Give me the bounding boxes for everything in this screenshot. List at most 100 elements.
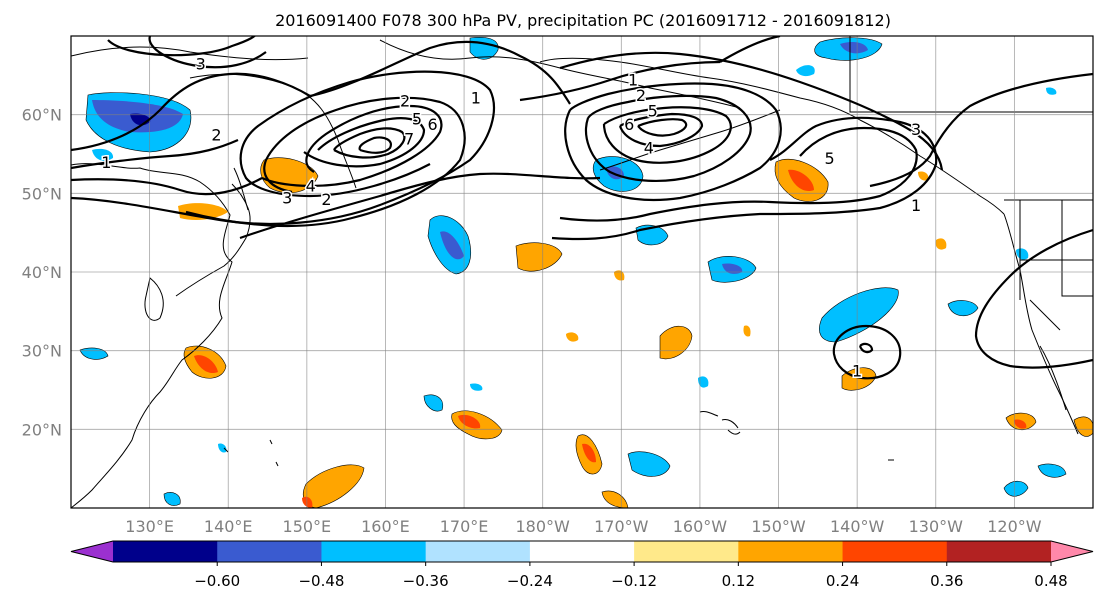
colorbar-tick-label: 0.36 [930,572,963,590]
pv-contour-label: 3 [196,55,206,74]
precip-blob [218,443,227,453]
colorbar-tick-label: 0.12 [722,572,755,590]
asia-coastline [71,163,233,508]
colorbar-tick-label: −0.24 [507,572,553,590]
pv-contour [358,136,392,154]
longitude-label: 130°E [125,517,174,536]
precip-blob [614,270,625,281]
latitude-label: 50°N [22,184,62,203]
colorbar-tick-label: −0.36 [403,572,449,590]
pv-contour-label: 2 [636,86,646,105]
colorbar-segment [529,541,635,562]
precip-blob [1073,416,1093,437]
precip-blob [935,238,947,250]
colorbar-segment [425,541,531,562]
pv-contour-label: 1 [471,88,481,107]
precip-blob [458,414,481,429]
precip-blob [1016,248,1029,260]
precip-blob [1003,480,1029,497]
pv-contour-label: 1 [101,153,111,172]
precip-blob [92,148,114,161]
map-frame [70,35,1094,509]
longitude-label: 160°W [673,517,728,536]
pv-contour [559,126,918,222]
longitude-label: 170°W [594,517,649,536]
precip-blob [627,451,671,477]
pv-contour-label: 2 [321,190,331,209]
pv-contour [239,172,601,240]
pv-contour [602,106,732,164]
colorbar-segment [738,541,844,562]
pv-contour [261,104,443,187]
map-title: 2016091400 F078 300 hPa PV, precipitatio… [275,11,891,30]
pv-contour [974,228,1093,369]
precip-blob [698,376,709,388]
pv-contour [519,60,721,102]
pv-contour [107,36,257,57]
pv-contour [71,138,239,170]
pv-contour [309,40,571,105]
precip-blob [796,65,815,77]
alaska-canada-border [849,36,1093,113]
pv-contour-label: 1 [852,361,862,380]
korea-coastline [144,277,164,321]
latitude-label: 30°N [22,342,62,361]
pv-contour [71,70,495,225]
longitude-label: 160°E [361,517,410,536]
precip-blob [515,242,563,272]
pv-contour [618,112,704,148]
colorbar-tick-label: −0.12 [611,572,657,590]
colorbar-segment [321,541,427,562]
colorbar-segment [946,541,1052,562]
precip-blob [163,492,181,506]
longitude-label: 140°E [204,517,253,536]
colorbar-segment [217,541,322,562]
pv-contour [832,324,902,380]
pv-contour [71,177,263,196]
colorbar-segment [113,541,218,562]
pv-contour [564,82,782,202]
precip-blob [1014,419,1027,429]
latitude-label: 60°N [22,106,62,125]
baja-coastline [1039,345,1067,411]
pv-contour-label: 4 [644,139,654,158]
pv-contour [333,127,406,159]
pv-contour [869,72,1093,188]
pv-contour [584,94,752,183]
pv-contour-label: 1 [628,70,638,89]
hawaii-islands [699,411,741,435]
pv-contour [303,117,426,168]
precip-blob [582,443,596,463]
colorbar-outline [70,540,1094,563]
pv-contour [858,342,874,354]
pv-contour-label: 3 [911,120,921,139]
pv-contour-label: 3 [282,188,292,207]
siberia-coastline [71,46,309,61]
precip-blob [947,300,979,317]
pv-contour-label: 6 [624,115,634,134]
colorbar-tick-label: −0.60 [194,572,240,590]
pv-contour [559,51,944,171]
pv-contour [551,116,938,241]
pv-contour-label: 5 [412,110,422,129]
pv-contour-label: 1 [911,196,921,215]
longitude-label: 120°W [987,517,1042,536]
colorbar-tick-label: 0.24 [826,572,859,590]
pv-contour-label: 5 [825,149,835,168]
pv-contour [719,36,781,63]
pv-contour-label: 2 [400,92,410,111]
pv-contour [148,36,267,69]
pv-contours [71,36,1093,380]
colorbar-tick-label: −0.48 [298,572,344,590]
pv-contour-label: 6 [428,115,438,134]
longitude-label: 130°W [909,517,964,536]
pv-contour [637,118,688,137]
longitude-label: 170°E [440,517,489,536]
pv-contour [71,72,311,152]
graticule [71,36,1093,508]
pacific-islands [223,439,894,467]
precip-blob [1046,87,1057,95]
precip-blob [841,367,877,391]
